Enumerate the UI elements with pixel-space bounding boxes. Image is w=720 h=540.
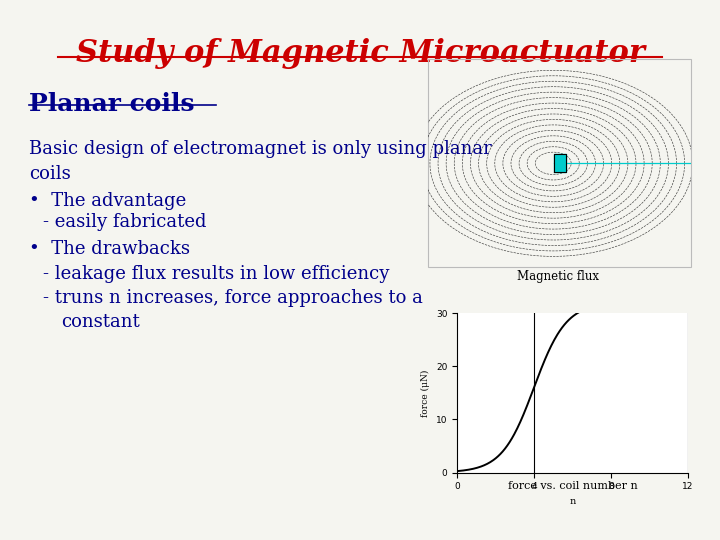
Y-axis label: force (μN): force (μN) [421,369,431,416]
Text: - leakage flux results in low efficiency: - leakage flux results in low efficiency [43,265,390,282]
Text: Basic design of electromagnet is only using planar: Basic design of electromagnet is only us… [29,140,492,158]
Polygon shape [554,154,566,172]
X-axis label: n: n [570,497,575,506]
Text: Planar coils: Planar coils [29,92,194,116]
Text: force vs. coil number n: force vs. coil number n [508,481,637,491]
Text: Study of Magnetic Microactuator: Study of Magnetic Microactuator [76,38,644,69]
Text: constant: constant [61,313,140,331]
Text: Magnetic flux: Magnetic flux [517,270,599,283]
Text: - easily fabricated: - easily fabricated [43,213,207,231]
Text: •  The drawbacks: • The drawbacks [29,240,190,258]
Text: - truns n increases, force approaches to a: - truns n increases, force approaches to… [43,289,423,307]
Text: •  The advantage: • The advantage [29,192,186,210]
Text: coils: coils [29,165,71,183]
